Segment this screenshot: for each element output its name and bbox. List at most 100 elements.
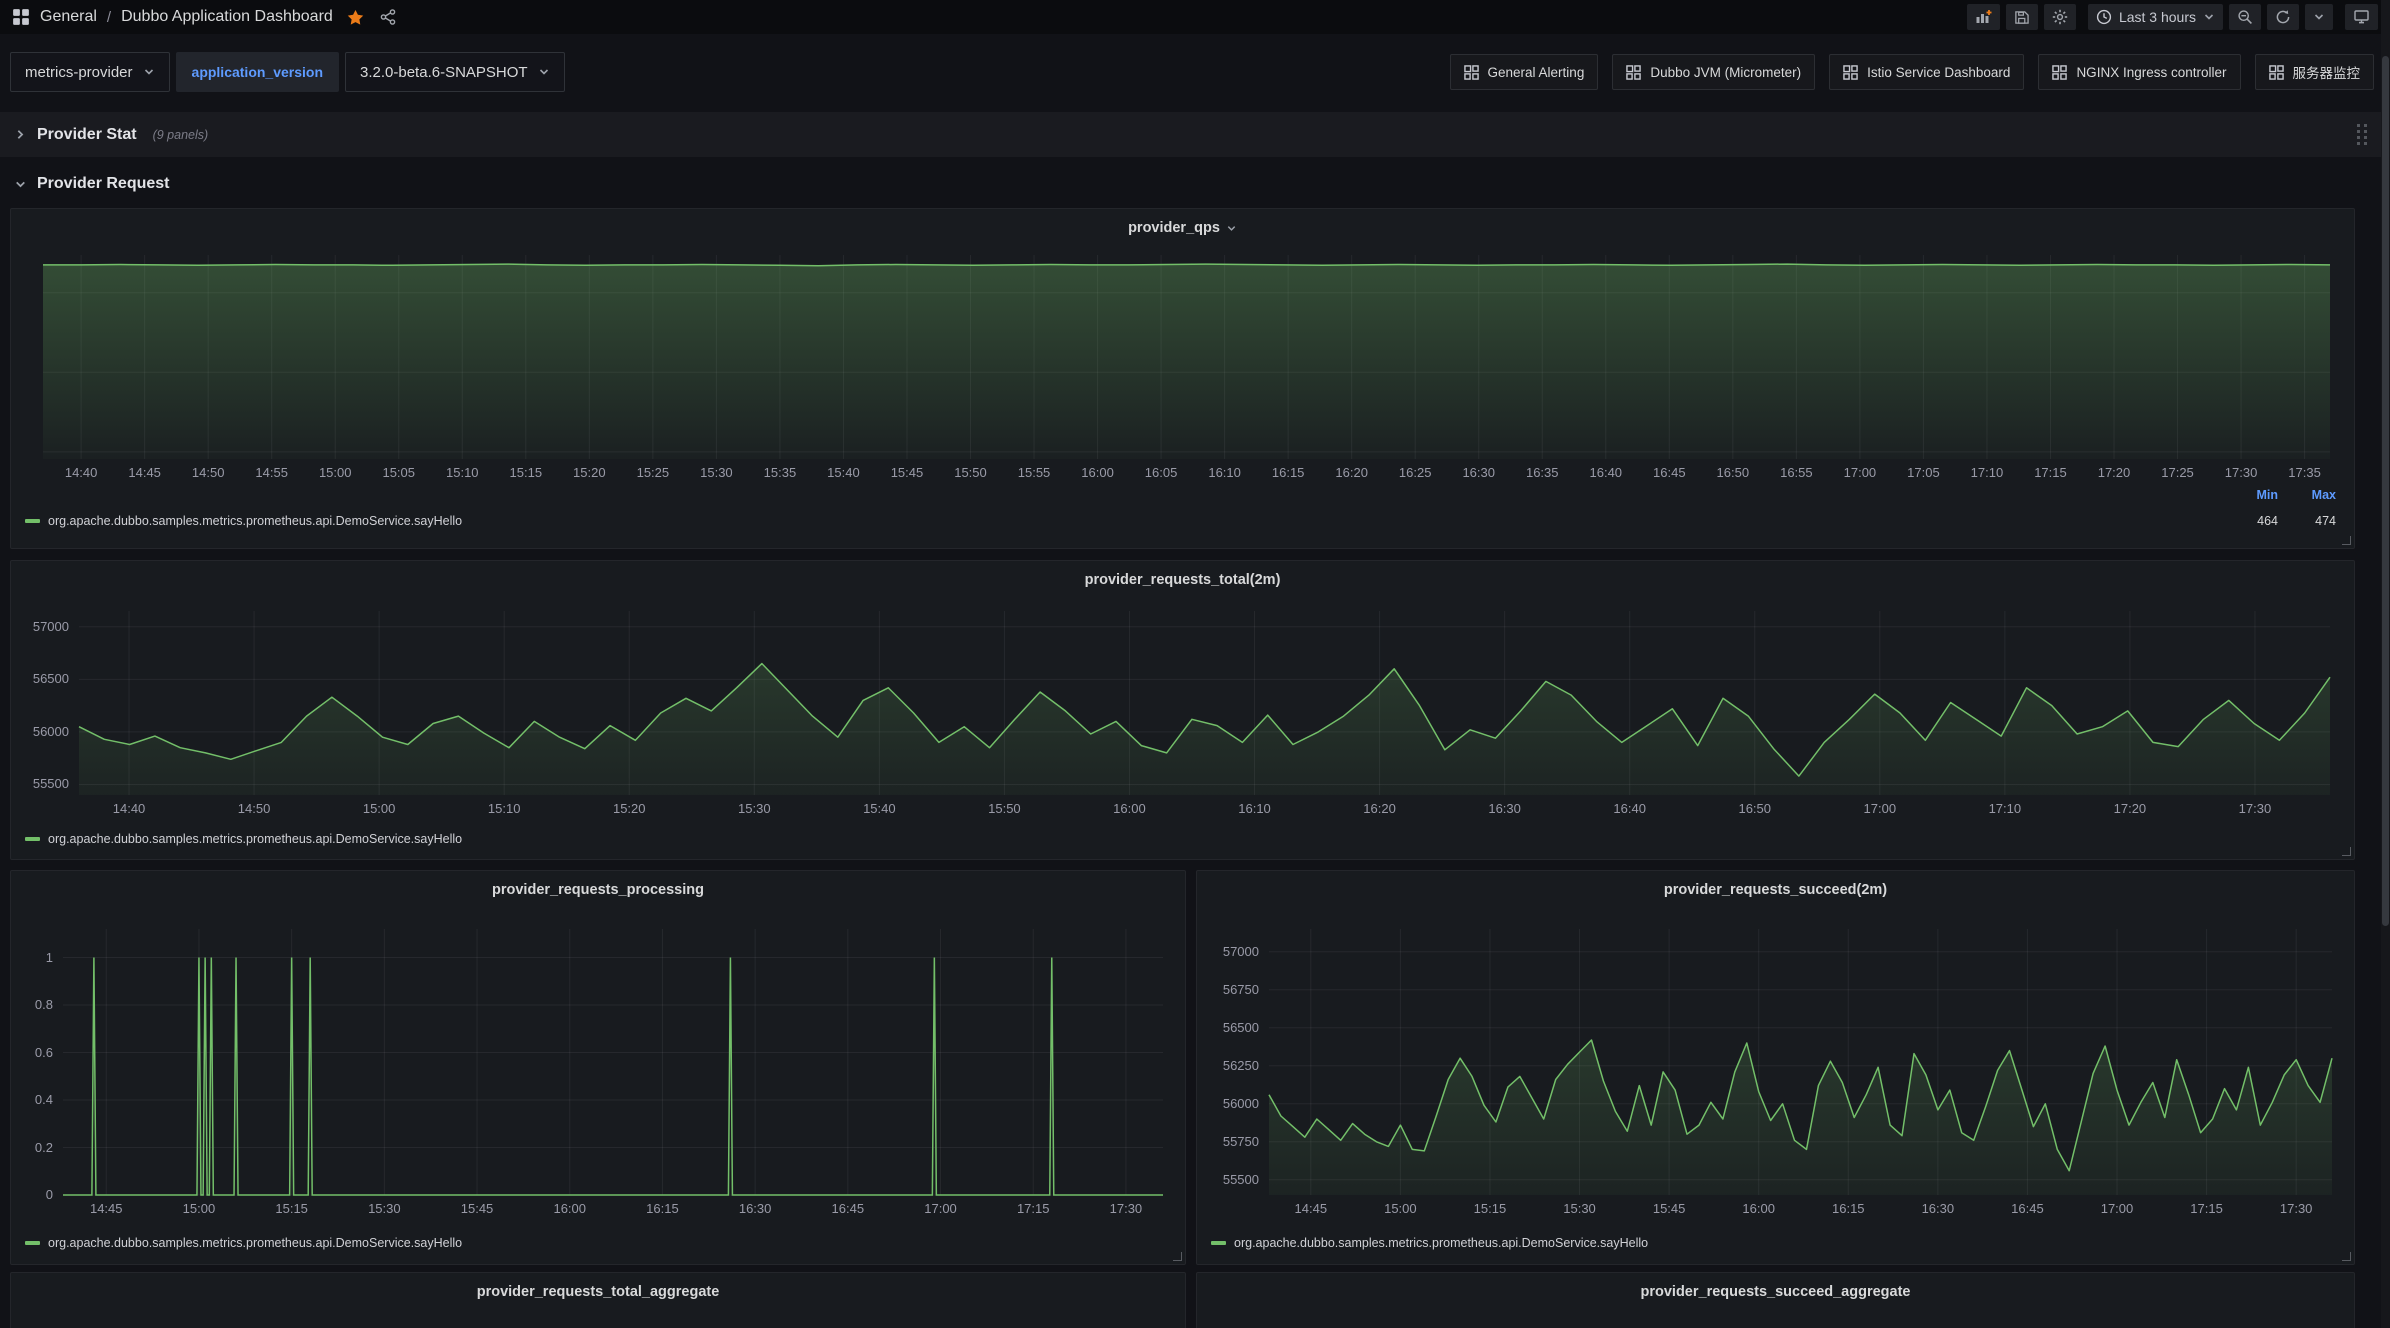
x-axis-tick-label: 14:40 <box>113 801 146 816</box>
time-series-chart[interactable]: 5700056500560005550014:4014:5015:0015:10… <box>17 603 2346 821</box>
variable-app-version-dropdown[interactable]: 3.2.0-beta.6-SNAPSHOT <box>345 52 565 92</box>
panel-title[interactable]: provider_requests_total(2m) <box>1085 572 1281 588</box>
legend-item: org.apache.dubbo.samples.metrics.prometh… <box>1211 1231 1648 1255</box>
x-axis-tick-label: 17:20 <box>2098 465 2131 480</box>
x-axis-tick-label: 15:00 <box>183 1201 216 1216</box>
variable-app-version-value: 3.2.0-beta.6-SNAPSHOT <box>360 64 528 81</box>
x-axis-tick-label: 17:30 <box>2225 465 2258 480</box>
variable-provider-dropdown[interactable]: metrics-provider <box>10 52 170 92</box>
panel-provider-requests-succeed: provider_requests_succeed(2m) 5700056750… <box>1196 870 2355 1265</box>
y-axis-tick-label: 56000 <box>1203 1096 1259 1111</box>
panel-resize-handle[interactable] <box>2342 536 2351 545</box>
panel-menu[interactable]: provider_requests_total_aggregate <box>11 1279 1185 1305</box>
time-range-label: Last 3 hours <box>2119 9 2196 25</box>
tv-mode-button[interactable] <box>2345 4 2378 30</box>
time-series-chart[interactable]: 5700056750565005625056000557505550014:45… <box>1203 917 2346 1223</box>
y-axis-tick-label: 56250 <box>1203 1058 1259 1073</box>
legend-stats-values: 464 474 <box>2220 511 2336 531</box>
x-axis-tick-label: 14:45 <box>90 1201 123 1216</box>
panel-menu[interactable]: provider_requests_total(2m) <box>11 567 2354 593</box>
row-drag-handle[interactable] <box>2357 124 2368 145</box>
x-axis-tick-label: 16:40 <box>1590 465 1623 480</box>
top-nav-bar: General / Dubbo Application Dashboard <box>0 0 2390 34</box>
x-axis-tick-label: 15:10 <box>446 465 479 480</box>
legend-series-label[interactable]: org.apache.dubbo.samples.metrics.prometh… <box>1234 1236 1648 1250</box>
panel-title[interactable]: provider_requests_succeed(2m) <box>1664 882 1887 898</box>
legend-min-value: 464 <box>2220 514 2278 528</box>
x-axis-tick-label: 17:10 <box>1971 465 2004 480</box>
row-provider-request[interactable]: Provider Request <box>0 168 1200 200</box>
time-series-chart[interactable]: 14:4014:4514:5014:5515:0015:0515:1015:15… <box>17 249 2346 483</box>
dashboard-links: General Alerting Dubbo JVM (Micrometer) … <box>1450 54 2374 90</box>
panel-resize-handle[interactable] <box>1173 1252 1182 1261</box>
refresh-dashboard-button[interactable] <box>2267 4 2299 30</box>
refresh-icon <box>2275 9 2291 25</box>
time-range-picker[interactable]: Last 3 hours <box>2088 4 2223 30</box>
chart-canvas <box>1203 917 2346 1223</box>
dashboard-link-dubbo-jvm[interactable]: Dubbo JVM (Micrometer) <box>1612 54 1815 90</box>
panel-resize-handle[interactable] <box>2342 847 2351 856</box>
dashboard-link-label: NGINX Ingress controller <box>2076 65 2226 80</box>
breadcrumb-section[interactable]: General <box>40 8 97 26</box>
x-axis-tick-label: 16:05 <box>1145 465 1178 480</box>
panel-title[interactable]: provider_requests_total_aggregate <box>477 1284 720 1300</box>
panel-title[interactable]: provider_requests_processing <box>492 882 704 898</box>
x-axis-tick-label: 16:10 <box>1238 801 1271 816</box>
row-title[interactable]: Provider Stat <box>37 126 137 144</box>
x-axis-tick-label: 14:50 <box>238 801 271 816</box>
x-axis-tick-label: 16:00 <box>1081 465 1114 480</box>
x-axis-tick-label: 16:20 <box>1335 465 1368 480</box>
chevron-right-icon <box>14 128 27 141</box>
legend-series-label[interactable]: org.apache.dubbo.samples.metrics.prometh… <box>48 1236 462 1250</box>
legend-series-label[interactable]: org.apache.dubbo.samples.metrics.prometh… <box>48 514 462 528</box>
dashboard-link-server-monitor[interactable]: 服务器监控 <box>2255 54 2375 90</box>
time-series-chart[interactable]: 10.80.60.40.2014:4515:0015:1515:3015:451… <box>17 917 1177 1223</box>
legend-max-value: 474 <box>2278 514 2336 528</box>
row-title[interactable]: Provider Request <box>37 175 169 193</box>
share-icon[interactable] <box>380 9 396 25</box>
y-axis-tick-label: 55500 <box>17 776 69 791</box>
variable-app-version-label: application_version <box>176 52 339 92</box>
x-axis-tick-label: 17:15 <box>2034 465 2067 480</box>
save-dashboard-button[interactable] <box>2006 4 2038 30</box>
x-axis-tick-label: 14:45 <box>128 465 161 480</box>
chevron-down-icon <box>538 66 550 78</box>
panel-menu[interactable]: provider_requests_succeed(2m) <box>1197 877 2354 903</box>
dashboard-link-nginx[interactable]: NGINX Ingress controller <box>2038 54 2240 90</box>
dashboard-link-general-alerting[interactable]: General Alerting <box>1450 54 1599 90</box>
dashboard-link-istio[interactable]: Istio Service Dashboard <box>1829 54 2024 90</box>
row-provider-stat[interactable]: Provider Stat (9 panels) <box>0 112 2382 157</box>
x-axis-tick-label: 17:00 <box>1844 465 1877 480</box>
x-axis-tick-label: 17:00 <box>1864 801 1897 816</box>
x-axis-tick-label: 15:40 <box>863 801 896 816</box>
chevron-down-icon <box>2313 11 2325 23</box>
legend-max-header[interactable]: Max <box>2278 488 2336 502</box>
panel-resize-handle[interactable] <box>2342 1252 2351 1261</box>
breadcrumb-dashboard-title[interactable]: Dubbo Application Dashboard <box>121 8 333 26</box>
x-axis-tick-label: 14:45 <box>1295 1201 1328 1216</box>
legend-series-label[interactable]: org.apache.dubbo.samples.metrics.prometh… <box>48 832 462 846</box>
favorite-star-icon[interactable] <box>347 9 364 26</box>
monitor-icon <box>2353 9 2370 25</box>
refresh-interval-dropdown[interactable] <box>2305 4 2333 30</box>
add-panel-button[interactable] <box>1967 4 2000 30</box>
zoom-out-time-button[interactable] <box>2229 4 2261 30</box>
x-axis-tick-label: 16:45 <box>2011 1201 2044 1216</box>
y-axis-tick-label: 0 <box>17 1187 53 1202</box>
panel-menu[interactable]: provider_qps <box>11 215 2354 241</box>
x-axis-tick-label: 15:45 <box>891 465 924 480</box>
panel-title[interactable]: provider_requests_succeed_aggregate <box>1641 1284 1911 1300</box>
y-axis-tick-label: 55500 <box>1203 1172 1259 1187</box>
x-axis-tick-label: 16:45 <box>832 1201 865 1216</box>
panel-title[interactable]: provider_qps <box>1128 220 1220 236</box>
legend-series-swatch <box>1211 1241 1226 1245</box>
panel-menu[interactable]: provider_requests_processing <box>11 877 1185 903</box>
dashboard-settings-button[interactable] <box>2044 4 2076 30</box>
x-axis-tick-label: 15:00 <box>319 465 352 480</box>
panel-menu[interactable]: provider_requests_succeed_aggregate <box>1197 1279 2354 1305</box>
x-axis-tick-label: 15:20 <box>573 465 606 480</box>
legend-min-header[interactable]: Min <box>2220 488 2278 502</box>
scrollbar-thumb[interactable] <box>2382 56 2389 926</box>
x-axis-tick-label: 15:55 <box>1018 465 1051 480</box>
y-axis-tick-label: 56750 <box>1203 982 1259 997</box>
